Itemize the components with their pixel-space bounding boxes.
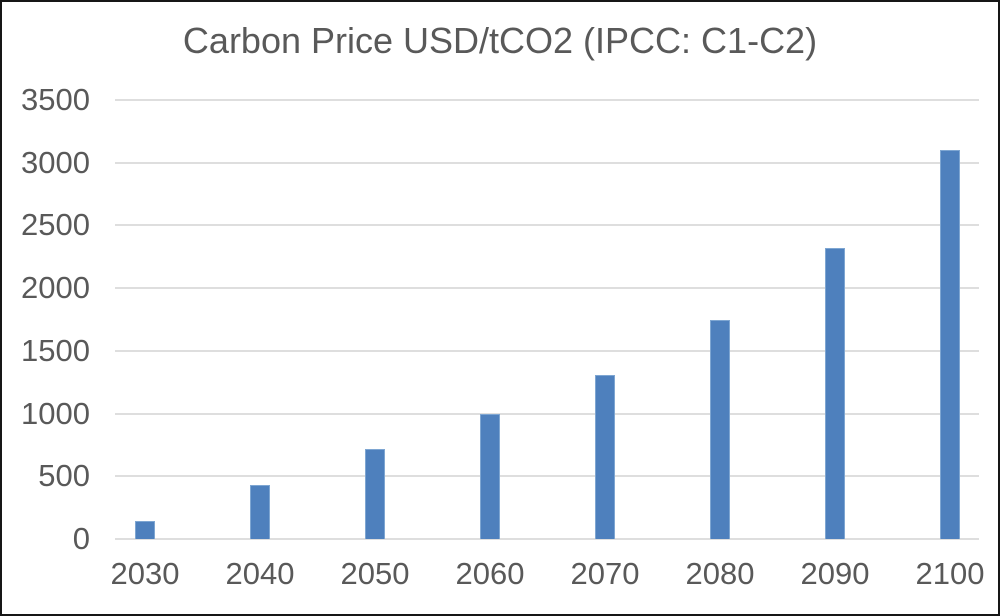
x-tick-label-2100: 2100 [915,556,985,591]
gridline-y-500 [115,475,979,478]
x-tick-label-2090: 2090 [800,556,870,591]
bar-2080 [710,319,730,539]
gridline-y-1500 [115,349,979,352]
bar-2060 [480,413,500,539]
bar-2040 [250,485,270,539]
x-tick-label-2060: 2060 [455,556,525,591]
bar-2070 [595,374,615,539]
x-tick-label-2040: 2040 [225,556,295,591]
gridline-y-3500 [115,99,979,101]
gridline-y-1000 [115,412,979,415]
bar-2090 [825,248,845,539]
y-tick-label-3500: 3500 [21,82,90,117]
gridline-y-2500 [115,224,979,227]
x-tick-label-2080: 2080 [685,556,755,591]
y-tick-label-500: 500 [38,458,90,494]
bar-2100 [940,150,960,539]
bar-2050 [365,449,385,539]
y-tick-label-1000: 1000 [21,395,90,431]
x-tick-label-2030: 2030 [110,556,180,591]
gridline-y-0 [115,538,979,540]
y-tick-label-3000: 3000 [21,144,90,180]
y-tick-label-2000: 2000 [21,270,90,306]
y-tick-label-2500: 2500 [21,207,90,243]
gridline-y-2000 [115,287,979,290]
x-tick-label-2050: 2050 [340,556,410,591]
x-tick-label-2070: 2070 [570,556,640,591]
gridline-y-3000 [115,161,979,164]
bar-2030 [135,521,155,539]
y-tick-label-0: 0 [72,521,90,556]
chart-title: Carbon Price USD/tCO2 (IPCC: C1-C2) [182,20,818,61]
y-tick-label-1500: 1500 [21,332,90,368]
